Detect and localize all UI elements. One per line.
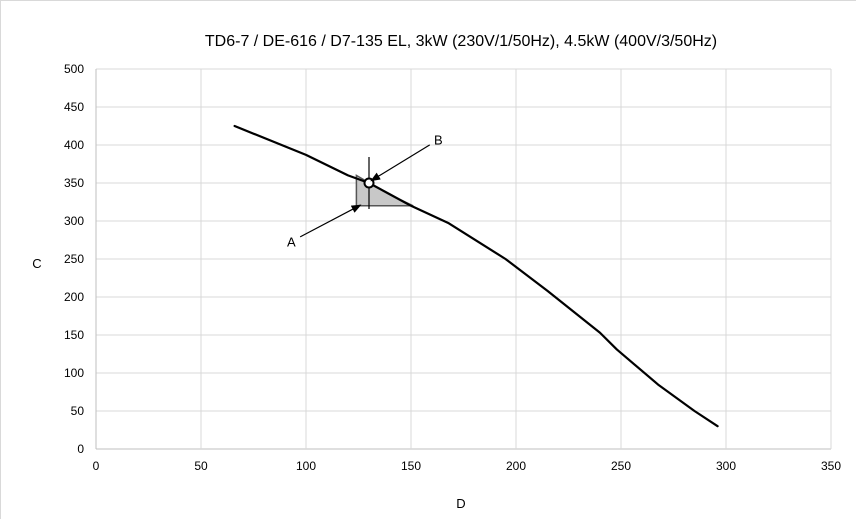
y-axis-label: C bbox=[32, 256, 41, 271]
operating-point-marker bbox=[363, 157, 375, 209]
series-line bbox=[233, 124, 719, 428]
y-tick-label: 200 bbox=[64, 290, 84, 304]
annotation-arrow bbox=[299, 204, 362, 238]
x-tick-label: 150 bbox=[401, 459, 421, 473]
y-tick-label: 250 bbox=[64, 252, 84, 266]
x-tick-label: 250 bbox=[611, 459, 631, 473]
annotation-arrow bbox=[370, 144, 431, 182]
series bbox=[233, 124, 719, 428]
chart-title: TD6-7 / DE-616 / D7-135 EL, 3kW (230V/1/… bbox=[205, 33, 717, 50]
annotation-label: A bbox=[287, 235, 296, 250]
y-tick-label: 350 bbox=[64, 176, 84, 190]
y-tick-label: 500 bbox=[64, 62, 84, 76]
y-tick-label: 300 bbox=[64, 214, 84, 228]
x-tick-label: 350 bbox=[821, 459, 841, 473]
annotation-label: B bbox=[434, 133, 443, 148]
y-tick-label: 50 bbox=[71, 404, 85, 418]
y-tick-label: 100 bbox=[64, 366, 84, 380]
y-tick-label: 150 bbox=[64, 328, 84, 342]
x-tick-label: 50 bbox=[194, 459, 208, 473]
y-tick-label: 450 bbox=[64, 100, 84, 114]
tick-labels: 0 50 100 150 200 250 300 350 400 450 500 0 50 100 150 2… bbox=[64, 62, 841, 473]
x-tick-label: 100 bbox=[296, 459, 316, 473]
x-axis-label: D bbox=[456, 496, 465, 511]
grid bbox=[95, 68, 832, 450]
y-tick-label: 0 bbox=[77, 442, 84, 456]
annotations: AB bbox=[287, 133, 443, 250]
y-tick-label: 400 bbox=[64, 138, 84, 152]
x-tick-label: 0 bbox=[93, 459, 100, 473]
x-tick-label: 300 bbox=[716, 459, 736, 473]
x-tick-label: 200 bbox=[506, 459, 526, 473]
